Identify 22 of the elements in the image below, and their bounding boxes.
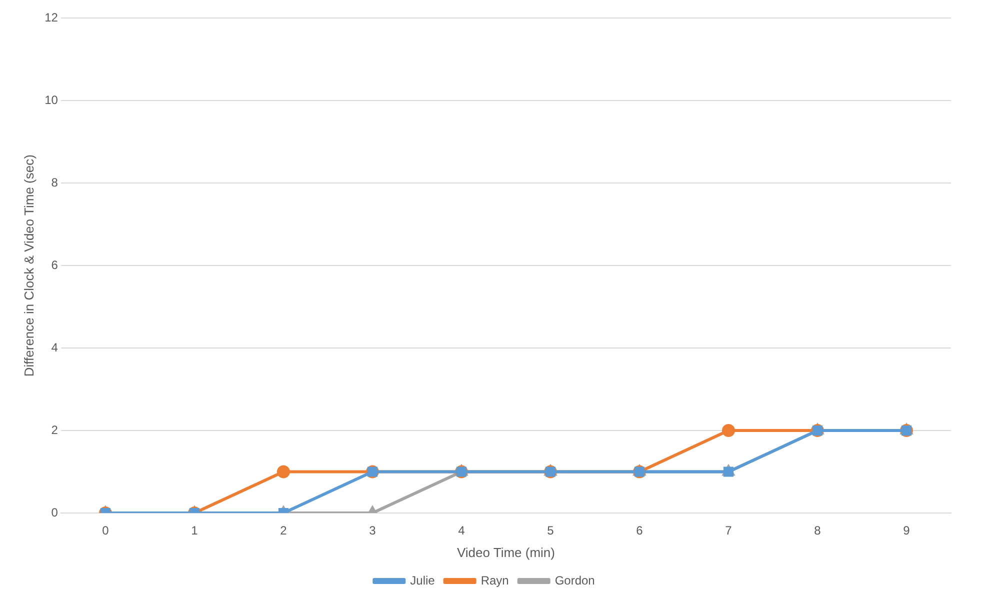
x-tick-label: 4 <box>458 524 466 538</box>
y-tick-label: 2 <box>51 422 58 437</box>
x-tick-label: 1 <box>191 524 198 538</box>
x-tick-label: 6 <box>636 524 644 538</box>
x-tick-label: 7 <box>725 524 732 538</box>
y-tick-label: 10 <box>44 92 58 107</box>
x-axis-title: Video Time (min) <box>456 544 555 560</box>
y-tick-label: 8 <box>51 175 58 190</box>
x-tick-label: 3 <box>369 524 376 538</box>
legend-label: Gordon <box>554 573 595 588</box>
legend-label: Julie <box>410 573 436 588</box>
x-tick-label: 2 <box>280 524 288 538</box>
y-tick-label: 4 <box>51 340 58 354</box>
y-tick-label: 6 <box>51 258 58 272</box>
y-tick-label: 12 <box>44 10 58 25</box>
y-axis-title: Difference in Clock & Video Time (sec) <box>21 154 36 377</box>
x-tick-label: 9 <box>903 524 910 538</box>
x-tick-label: 5 <box>547 524 554 538</box>
x-tick-label: 8 <box>814 524 822 538</box>
legend-label: Rayn <box>480 573 509 588</box>
y-tick-label: 0 <box>51 505 58 520</box>
x-tick-label: 0 <box>102 524 110 538</box>
